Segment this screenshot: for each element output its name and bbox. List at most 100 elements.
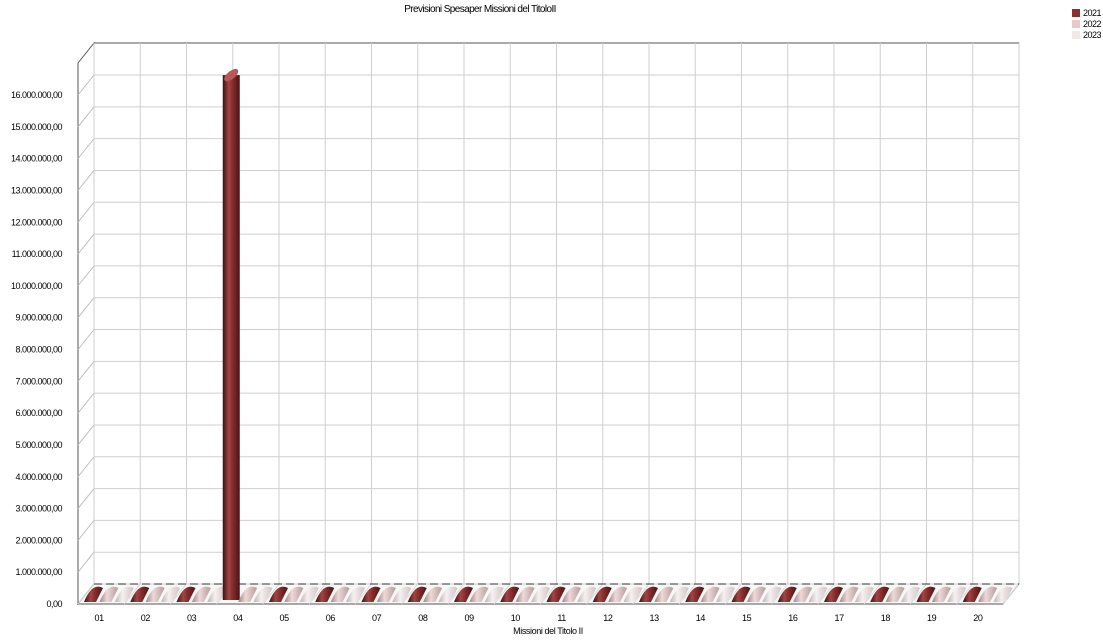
bar-17-2022 <box>839 586 859 602</box>
x-tick-label: 17 <box>835 613 845 623</box>
legend-item-2021: 2021 <box>1072 7 1102 18</box>
bar-15-2023 <box>762 586 782 602</box>
legend-swatch <box>1072 19 1080 28</box>
x-tick-label: 04 <box>233 613 243 623</box>
bar-stub <box>531 586 551 602</box>
legend: 2021 2022 2023 <box>1072 7 1102 40</box>
bar-stub <box>361 586 381 602</box>
bar-body <box>222 75 240 600</box>
bar-17-2021 <box>824 586 843 602</box>
bar-14-2023 <box>716 586 736 602</box>
bar-07-2022 <box>376 586 396 602</box>
bar-stub <box>839 586 859 602</box>
gridline-y-side <box>77 424 95 446</box>
bar-10-2023 <box>531 586 551 602</box>
gridline-y-side <box>77 233 95 255</box>
bar-05-2023 <box>299 586 319 602</box>
bar-06-2022 <box>330 586 350 602</box>
legend-label: 2023 <box>1083 29 1102 40</box>
bar-04-2022 <box>238 586 258 602</box>
bar-stub <box>777 586 797 602</box>
bar-stub <box>962 586 982 602</box>
bar-stub <box>793 586 813 602</box>
bar-stub <box>808 586 828 602</box>
bar-stub <box>484 586 504 602</box>
bar-stub <box>515 586 535 602</box>
x-axis-label: Missioni del Titolo II <box>513 626 583 636</box>
bar-19-2023 <box>947 586 967 602</box>
bar-stub <box>762 586 782 602</box>
gridline-y-side <box>77 329 95 350</box>
bar-01-2023 <box>114 586 134 602</box>
bar-stub <box>315 586 335 602</box>
gridline-floor <box>77 583 95 605</box>
bar-stub <box>145 586 165 602</box>
bar-18-2023 <box>901 586 921 602</box>
x-axis-ticks: 01 02 03 04 05 06 07 08 09 10 11 12 13 14 15 16 17 18 19 20 <box>95 613 984 623</box>
bar-02-2021 <box>130 586 150 602</box>
bar-stub <box>423 586 443 602</box>
legend-label: 2021 <box>1083 7 1102 18</box>
bar-01-2022 <box>99 586 119 602</box>
bar-13-2023 <box>669 586 689 602</box>
y-tick-label: 0,00 <box>46 599 62 609</box>
bar-stub <box>299 586 319 602</box>
y-tick-label: 13.000.000,00 <box>11 185 63 195</box>
x-tick-label: 15 <box>742 613 752 623</box>
bar-03-2023 <box>207 586 227 602</box>
y-tick-label: 14.000.000,00 <box>11 154 63 164</box>
bar-cap <box>224 68 239 82</box>
bar-14-2021 <box>685 586 705 602</box>
x-tick-label: 11 <box>557 613 566 623</box>
bar-stub <box>392 586 412 602</box>
bar-09-2021 <box>454 586 473 602</box>
bar-16-2023 <box>808 586 828 602</box>
bar-13-2021 <box>639 586 658 602</box>
x-tick-label: 03 <box>187 613 197 623</box>
gridline-y-side <box>77 138 95 159</box>
bar-12-2023 <box>623 586 643 602</box>
y-tick-label: 4.000.000,00 <box>15 472 62 482</box>
bar-stub <box>669 586 689 602</box>
grid-lines <box>77 43 1020 605</box>
x-tick-label: 10 <box>511 613 521 623</box>
y-tick-label: 9.000.000,00 <box>15 313 62 323</box>
bar-stub <box>592 586 612 602</box>
bar-stub <box>993 586 1013 602</box>
bar-18-2022 <box>885 586 905 602</box>
gridline-y-side <box>77 392 95 414</box>
bar-20-2023 <box>993 586 1013 602</box>
bar-stub <box>114 586 134 602</box>
y-tick-label: 3.000.000,00 <box>15 504 62 514</box>
y-tick-label: 10.000.000,00 <box>11 281 63 291</box>
gridline-y-side <box>77 170 95 191</box>
legend-label: 2022 <box>1083 18 1102 29</box>
bar-15-2021 <box>731 586 751 602</box>
bar-stub <box>176 586 196 602</box>
bar-10-2022 <box>515 586 535 602</box>
bar-10-2021 <box>500 586 520 602</box>
x-tick-label: 05 <box>280 613 290 623</box>
x-tick-label: 13 <box>650 613 660 623</box>
bar-stub <box>438 586 458 602</box>
legend-swatch <box>1072 8 1080 17</box>
bar-14-2022 <box>700 586 720 602</box>
bar-18-2021 <box>870 586 890 602</box>
bar-stub <box>546 586 566 602</box>
gridline-y-side <box>77 551 95 573</box>
x-tick-label: 18 <box>881 613 891 623</box>
x-tick-label: 14 <box>696 613 706 623</box>
y-tick-label: 15.000.000,00 <box>11 122 63 132</box>
bar-stub <box>253 586 273 602</box>
bar-stub <box>947 586 967 602</box>
bar-19-2022 <box>931 586 951 602</box>
bar-stub <box>346 586 366 602</box>
bar-09-2022 <box>469 586 489 602</box>
gridline-y-side <box>77 265 95 287</box>
bar-stub <box>746 586 766 602</box>
bar-stub <box>407 586 427 602</box>
bar-05-2021 <box>269 586 288 602</box>
bar-09-2023 <box>484 586 504 602</box>
gridline-y-side <box>77 361 95 382</box>
bars <box>84 68 1013 602</box>
